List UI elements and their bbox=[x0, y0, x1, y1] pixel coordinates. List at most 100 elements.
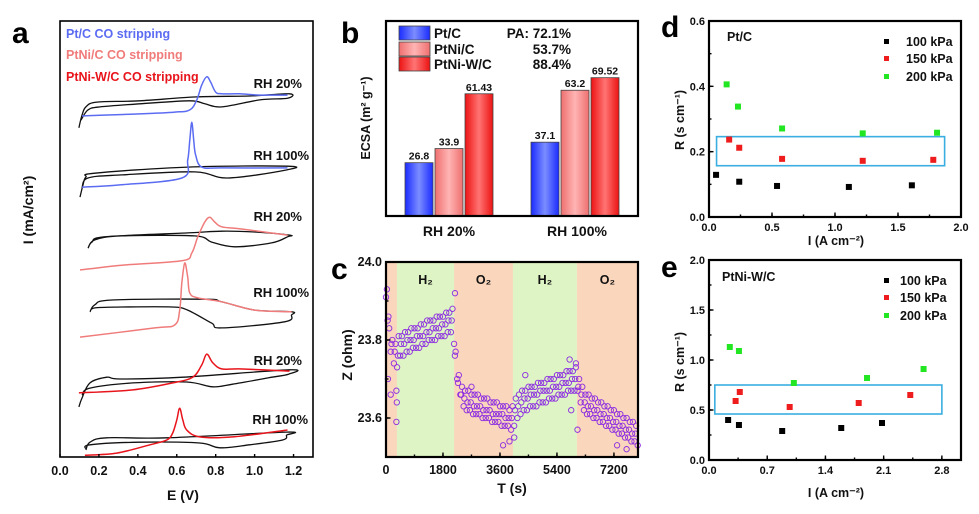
impedance-point bbox=[542, 399, 550, 406]
legend-pt-c-co-stripping: Pt/C CO stripping bbox=[66, 27, 170, 41]
impedance-point bbox=[412, 344, 420, 351]
impedance-point bbox=[384, 317, 391, 324]
x-tick-label: 1.2 bbox=[285, 464, 302, 478]
y-tick-label: 23.6 bbox=[358, 411, 382, 425]
panel-a-x-axis: 0.0 0.2 0.4 0.6 0.8 1.0 1.2 bbox=[51, 454, 302, 478]
impedance-point bbox=[508, 414, 515, 422]
impedance-point bbox=[461, 395, 468, 402]
pa-label-pt-c: PA: 72.1% bbox=[507, 26, 571, 41]
rh-label: RH 20% bbox=[254, 209, 303, 224]
impedance-point bbox=[490, 399, 497, 406]
impedance-point bbox=[619, 422, 626, 429]
legend-marker-100kpa bbox=[884, 39, 889, 44]
impedance-point bbox=[562, 379, 569, 387]
impedance-point bbox=[568, 407, 575, 414]
panel-e-label: e bbox=[661, 251, 678, 284]
x-tick-label: 5400 bbox=[543, 463, 571, 477]
point-100kpa bbox=[774, 182, 781, 189]
highlight-box bbox=[715, 135, 946, 167]
impedance-point bbox=[499, 442, 507, 449]
impedance-point bbox=[545, 395, 553, 402]
impedance-point bbox=[423, 329, 430, 336]
impedance-point bbox=[601, 403, 608, 410]
impedance-point bbox=[426, 329, 433, 336]
impedance-point bbox=[404, 336, 411, 344]
impedance-point bbox=[517, 410, 524, 418]
impedance-point bbox=[561, 391, 569, 398]
y-tick-label: 0.0 bbox=[690, 455, 705, 467]
impedance-point bbox=[480, 395, 488, 402]
impedance-point bbox=[438, 332, 445, 340]
impedance-point bbox=[391, 348, 398, 355]
impedance-point bbox=[591, 395, 599, 402]
impedance-point bbox=[555, 391, 562, 398]
gas-region-0 bbox=[386, 262, 397, 457]
impedance-point bbox=[470, 403, 478, 410]
impedance-point bbox=[594, 407, 601, 414]
impedance-point bbox=[530, 391, 538, 398]
rh-label: RH 100% bbox=[253, 285, 309, 300]
point-100kpa bbox=[845, 183, 852, 190]
impedance-point bbox=[552, 395, 559, 402]
impedance-point bbox=[492, 410, 500, 418]
panel-c-points bbox=[382, 286, 641, 453]
impedance-point bbox=[563, 368, 570, 375]
y-tick-label: 24.0 bbox=[358, 255, 382, 269]
impedance-point bbox=[452, 348, 459, 355]
x-tick-label: 0.0 bbox=[51, 464, 68, 478]
panel-e-x-axis-label: I (A cm⁻²) bbox=[808, 486, 864, 500]
legend-swatch-pt-c bbox=[398, 25, 431, 41]
impedance-point bbox=[518, 387, 526, 394]
impedance-point bbox=[587, 403, 595, 410]
legend-marker-100kpa bbox=[884, 278, 889, 283]
cv-trace-2 bbox=[87, 230, 293, 249]
legend-ptni-c-co-stripping: PtNi/C CO stripping bbox=[66, 48, 183, 62]
impedance-point bbox=[628, 438, 635, 445]
impedance-point bbox=[501, 422, 508, 429]
impedance-point bbox=[569, 368, 576, 375]
x-tick-label: 0.0 bbox=[701, 465, 716, 477]
impedance-point bbox=[398, 332, 405, 340]
panel-d-legend bbox=[884, 39, 889, 79]
impedance-point bbox=[439, 321, 446, 328]
impedance-point bbox=[463, 407, 470, 414]
panel-d-title: Pt/C bbox=[727, 30, 752, 44]
panel-a-label: a bbox=[12, 17, 29, 50]
x-tick-label: 1.0 bbox=[827, 222, 842, 234]
impedance-point bbox=[572, 375, 579, 383]
bar-value-label: 63.2 bbox=[565, 78, 586, 90]
impedance-point bbox=[409, 344, 417, 351]
x-tick-label: 0.2 bbox=[90, 464, 107, 478]
impedance-point bbox=[531, 383, 538, 390]
impedance-point bbox=[626, 418, 633, 426]
impedance-point bbox=[544, 375, 551, 383]
x-tick-label: 2.8 bbox=[934, 465, 949, 477]
impedance-point bbox=[444, 329, 451, 336]
impedance-point bbox=[600, 410, 607, 418]
legend-marker-150kpa bbox=[884, 56, 889, 61]
impedance-point bbox=[393, 418, 400, 426]
impedance-point bbox=[420, 321, 428, 328]
rh-label: RH 20% bbox=[254, 353, 303, 368]
x-tick-label: 3600 bbox=[486, 463, 514, 477]
x-tick-label: 2.1 bbox=[876, 465, 891, 477]
impedance-point bbox=[543, 387, 550, 394]
co-stripping-trace-3 bbox=[79, 262, 292, 338]
impedance-point bbox=[422, 340, 429, 348]
panel-e-plot-frame bbox=[707, 258, 963, 462]
impedance-point bbox=[393, 399, 400, 406]
impedance-point bbox=[502, 414, 509, 422]
impedance-point bbox=[524, 395, 531, 402]
impedance-point bbox=[445, 317, 452, 324]
impedance-point bbox=[397, 340, 405, 348]
impedance-point bbox=[388, 340, 395, 348]
impedance-point bbox=[541, 379, 548, 387]
impedance-point bbox=[615, 430, 622, 437]
impedance-point bbox=[447, 329, 455, 336]
y-tick-label: 0.2 bbox=[690, 147, 705, 159]
impedance-point bbox=[550, 375, 557, 383]
impedance-point bbox=[401, 329, 409, 336]
impedance-point bbox=[607, 407, 614, 414]
point-100kpa bbox=[838, 425, 845, 431]
